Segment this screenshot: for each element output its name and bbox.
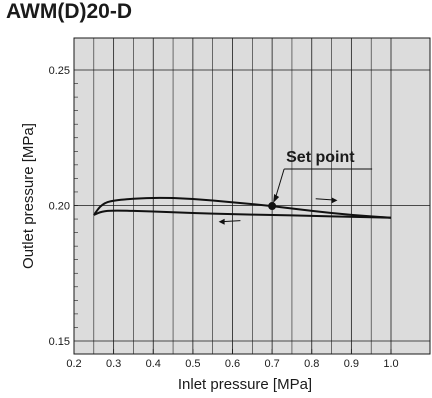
annotations-group: Set point: [218, 149, 373, 225]
y-tick-label: 0.20: [49, 201, 70, 213]
plot-background: [73, 37, 431, 355]
x-tick-label: 0.8: [304, 358, 319, 370]
arrow-right-head: [331, 197, 338, 204]
set-point-leader: [274, 168, 285, 200]
series-line-2: [93, 209, 392, 219]
arrow-left-head: [218, 218, 225, 225]
x-tick-label: 0.7: [264, 358, 279, 370]
x-tick-label: 0.5: [185, 358, 200, 370]
arrow-right: [315, 197, 338, 204]
x-tick-label: 1.0: [383, 358, 398, 370]
chart-title: AWM(D)20-D: [6, 0, 132, 23]
set-point-marker: [268, 202, 277, 211]
series-line-1: [93, 196, 392, 219]
x-tick-label: 0.9: [344, 358, 359, 370]
tick-labels: 0.2 0.3 0.4 0.5 0.6 0.7 0.8 0.9 1.0 0.15 0.20 0.25: [49, 65, 399, 370]
x-tick-label: 0.2: [66, 358, 81, 370]
arrow-left: [218, 218, 241, 225]
y-tick-label: 0.25: [49, 65, 70, 77]
x-tick-label: 0.3: [106, 358, 121, 370]
series-group: [93, 196, 392, 219]
set-point-label: Set point: [286, 149, 355, 166]
y-tick-label: 0.15: [49, 336, 70, 348]
x-tick-label: 0.6: [225, 358, 240, 370]
x-tick-label: 0.4: [146, 358, 161, 370]
y-axis-label: Outlet pressure [MPa]: [20, 123, 37, 269]
x-axis-label: Inlet pressure [MPa]: [178, 376, 312, 393]
set-point-arrowhead: [273, 194, 280, 204]
grid: [73, 38, 430, 354]
